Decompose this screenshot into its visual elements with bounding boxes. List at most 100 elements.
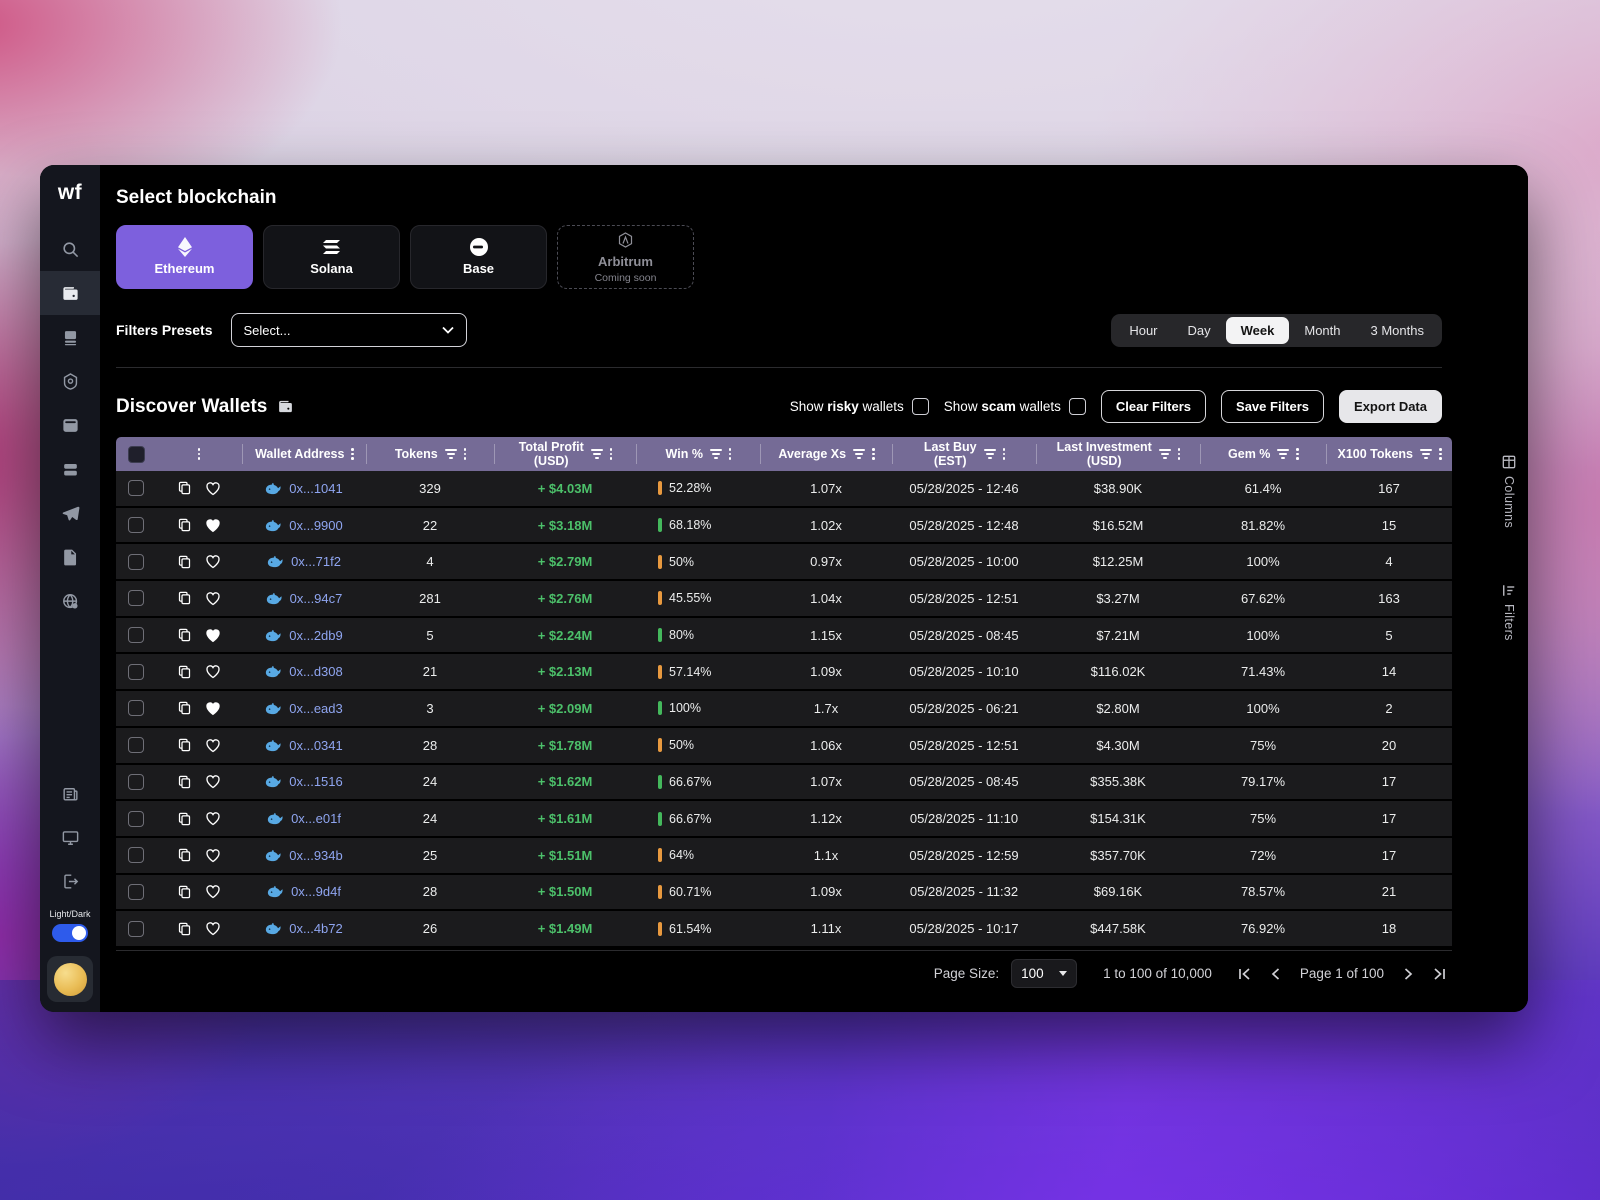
- sidebar-item-portfolio[interactable]: [40, 315, 100, 359]
- wallet-address-link[interactable]: 0x...9d4f: [291, 884, 341, 900]
- select-all-checkbox[interactable]: [127, 445, 145, 463]
- column-filter-icon[interactable]: [853, 449, 866, 459]
- telegram-icon[interactable]: [40, 491, 100, 535]
- column-filter-icon[interactable]: [1158, 449, 1171, 459]
- wallet-address-link[interactable]: 0x...1516: [289, 774, 343, 790]
- favorite-button[interactable]: [205, 774, 221, 789]
- copy-address-button[interactable]: [177, 590, 192, 606]
- time-tab-3-months[interactable]: 3 Months: [1370, 322, 1424, 338]
- sidebar-item-documents[interactable]: [40, 535, 100, 579]
- sidebar-item-cards[interactable]: [40, 403, 100, 447]
- prev-page-button[interactable]: [1271, 968, 1280, 980]
- copy-address-button[interactable]: [177, 627, 192, 643]
- scam-checkbox[interactable]: [1068, 398, 1086, 415]
- show-risky-wallets-toggle[interactable]: Show risky wallets: [790, 398, 929, 415]
- copy-address-button[interactable]: [177, 811, 192, 827]
- copy-address-button[interactable]: [177, 774, 192, 790]
- row-checkbox[interactable]: [128, 700, 144, 717]
- show-scam-wallets-toggle[interactable]: Show scam wallets: [944, 398, 1086, 415]
- copy-address-button[interactable]: [177, 847, 192, 863]
- column-menu-icon[interactable]: [463, 448, 467, 460]
- wallet-address-link[interactable]: 0x...934b: [289, 847, 343, 863]
- row-checkbox[interactable]: [128, 590, 144, 607]
- row-checkbox[interactable]: [128, 627, 144, 644]
- row-checkbox[interactable]: [128, 883, 144, 900]
- copy-address-button[interactable]: [177, 554, 192, 570]
- tab-filters[interactable]: Filters: [1502, 584, 1516, 641]
- copy-address-button[interactable]: [177, 884, 192, 900]
- wallet-address-link[interactable]: 0x...71f2: [291, 554, 341, 570]
- column-filter-icon[interactable]: [1277, 449, 1290, 459]
- wallet-address-link[interactable]: 0x...94c7: [289, 590, 343, 606]
- copy-address-button[interactable]: [177, 921, 192, 937]
- column-menu-icon[interactable]: [872, 448, 875, 460]
- wallet-address-link[interactable]: 0x...d308: [289, 664, 343, 680]
- favorite-button[interactable]: [205, 921, 221, 936]
- clear-filters-button[interactable]: Clear Filters: [1100, 390, 1207, 423]
- row-checkbox[interactable]: [128, 920, 144, 937]
- favorite-button[interactable]: [205, 664, 221, 679]
- page-size-select[interactable]: 100: [1011, 959, 1078, 989]
- column-menu-icon[interactable]: [1177, 448, 1181, 460]
- time-tab-week[interactable]: Week: [1225, 316, 1290, 344]
- wallet-address-link[interactable]: 0x...4b72: [289, 921, 343, 937]
- row-checkbox[interactable]: [128, 847, 144, 864]
- chain-button-base[interactable]: Base: [410, 225, 547, 289]
- copy-address-button[interactable]: [177, 517, 192, 533]
- column-menu-icon[interactable]: [351, 448, 354, 460]
- column-menu-icon[interactable]: [197, 448, 201, 460]
- chain-button-arbitrum[interactable]: Arbitrum Coming soon: [557, 225, 694, 289]
- save-filters-button[interactable]: Save Filters: [1221, 390, 1325, 423]
- favorite-button[interactable]: [205, 738, 221, 753]
- row-checkbox[interactable]: [128, 553, 144, 570]
- last-page-button[interactable]: [1433, 968, 1446, 980]
- favorite-button[interactable]: [205, 701, 221, 716]
- wallet-address-link[interactable]: 0x...1041: [289, 480, 343, 496]
- wallet-address-link[interactable]: 0x...2db9: [289, 627, 343, 643]
- column-filter-icon[interactable]: [590, 449, 603, 459]
- column-menu-icon[interactable]: [1439, 448, 1442, 460]
- row-checkbox[interactable]: [128, 810, 144, 827]
- tab-columns[interactable]: Columns: [1502, 455, 1516, 528]
- row-checkbox[interactable]: [128, 517, 144, 534]
- filters-presets-select[interactable]: Select...: [230, 313, 467, 347]
- favorite-button[interactable]: [205, 848, 221, 863]
- risky-checkbox[interactable]: [911, 398, 929, 415]
- column-filter-icon[interactable]: [709, 449, 722, 459]
- favorite-button[interactable]: [205, 481, 221, 496]
- row-checkbox[interactable]: [128, 737, 144, 754]
- column-filter-icon[interactable]: [983, 449, 996, 459]
- column-menu-icon[interactable]: [1002, 448, 1006, 460]
- row-checkbox[interactable]: [128, 773, 144, 790]
- wallet-address-link[interactable]: 0x...e01f: [291, 811, 341, 827]
- export-data-button[interactable]: Export Data: [1339, 390, 1442, 423]
- sidebar-item-security[interactable]: [40, 359, 100, 403]
- column-filter-icon[interactable]: [444, 449, 457, 459]
- column-menu-icon[interactable]: [609, 448, 613, 460]
- row-checkbox[interactable]: [128, 480, 144, 497]
- chain-button-solana[interactable]: Solana: [263, 225, 400, 289]
- theme-toggle[interactable]: [52, 924, 88, 942]
- wallet-address-link[interactable]: 0x...ead3: [289, 700, 343, 716]
- copy-address-button[interactable]: [177, 480, 192, 496]
- wallet-address-link[interactable]: 0x...9900: [289, 517, 343, 533]
- column-menu-icon[interactable]: [1296, 448, 1299, 460]
- time-tab-day[interactable]: Day: [1187, 322, 1211, 338]
- sidebar-item-desktop[interactable]: [40, 815, 100, 859]
- sidebar-item-lists[interactable]: [40, 447, 100, 491]
- favorite-button[interactable]: [205, 628, 221, 643]
- first-page-button[interactable]: [1238, 968, 1251, 980]
- copy-address-button[interactable]: [177, 737, 192, 753]
- favorite-button[interactable]: [205, 518, 221, 533]
- favorite-button[interactable]: [205, 884, 221, 899]
- copy-address-button[interactable]: [177, 664, 192, 680]
- sidebar-item-web[interactable]: [40, 579, 100, 623]
- favorite-button[interactable]: [205, 811, 221, 826]
- row-checkbox[interactable]: [128, 663, 144, 680]
- wallet-address-link[interactable]: 0x...0341: [289, 737, 343, 753]
- logout-icon[interactable]: [40, 859, 100, 903]
- sidebar-item-news[interactable]: [40, 771, 100, 815]
- time-tab-hour[interactable]: Hour: [1129, 322, 1158, 338]
- copy-address-button[interactable]: [177, 700, 192, 716]
- sidebar-item-wallets[interactable]: [40, 271, 100, 315]
